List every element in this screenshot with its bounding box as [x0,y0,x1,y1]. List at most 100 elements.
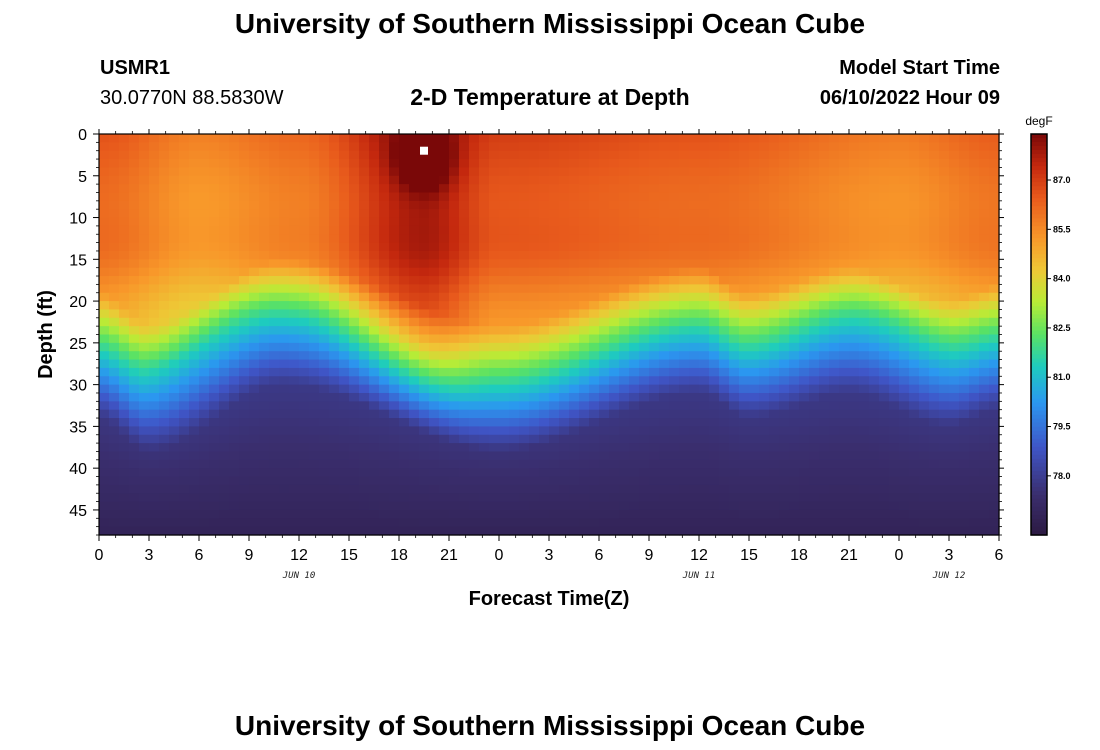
heatmap-cell [229,217,240,227]
heatmap-cell [219,159,230,169]
heatmap-cell [539,301,550,311]
heatmap-cell [839,192,850,202]
colorbar-segment [1031,222,1047,227]
heatmap-cell [279,384,290,394]
heatmap-cell [939,434,950,444]
heatmap-cell [299,284,310,294]
heatmap-cell [829,476,840,486]
heatmap-cell [399,451,410,461]
heatmap-cell [149,167,160,177]
heatmap-cell [619,250,630,260]
colorbar-segment [1031,258,1047,263]
heatmap-cell [719,217,730,227]
heatmap-cell [129,309,140,319]
heatmap-cell [669,200,680,210]
heatmap-cell [219,200,230,210]
heatmap-cell [389,518,400,528]
heatmap-cell [669,443,680,453]
heatmap-cell [719,409,730,419]
heatmap-cell [479,175,490,185]
heatmap-cell [419,493,430,503]
heatmap-cell [849,359,860,369]
heatmap-cell [359,351,370,361]
heatmap-cell [249,443,260,453]
colorbar-segment [1031,474,1047,480]
heatmap-cell [409,259,420,269]
heatmap-cell [119,509,130,519]
heatmap-cell [279,409,290,419]
heatmap-cell [239,443,250,453]
heatmap-cell [379,342,390,352]
heatmap-cell [819,476,830,486]
heatmap-cell [869,367,880,377]
heatmap-cell [169,150,180,160]
heatmap-cell [929,301,940,311]
heatmap-cell [679,292,690,302]
heatmap-cell [219,134,230,143]
heatmap-cell [989,250,1000,260]
heatmap-cell [179,509,190,519]
heatmap-cell [769,242,780,252]
heatmap-cell [129,259,140,269]
heatmap-cell [929,209,940,219]
heatmap-cell [149,367,160,377]
heatmap-cell [819,242,830,252]
heatmap-cell [129,359,140,369]
heatmap-cell [359,526,370,536]
heatmap-cell [549,276,560,285]
heatmap-cell [349,526,360,536]
heatmap-cell [519,184,530,194]
heatmap-cell [159,167,170,177]
heatmap-cell [809,150,820,160]
heatmap-cell [819,484,830,494]
heatmap-cell [269,234,280,244]
heatmap-cell [289,317,300,327]
heatmap-cell [779,409,790,419]
heatmap-cell [739,309,750,319]
heatmap-cell [809,209,820,219]
heatmap-cell [659,209,670,219]
heatmap-cell [989,392,1000,402]
heatmap-cell [589,376,600,386]
heatmap-cell [709,526,720,536]
heatmap-cell [429,234,440,244]
heatmap-cell [379,426,390,436]
heatmap-cell [399,159,410,169]
heatmap-cell [829,242,840,252]
heatmap-cell [529,150,540,160]
heatmap-cell [319,301,330,311]
heatmap-cell [879,184,890,194]
heatmap-cell [609,501,620,511]
heatmap-cell [299,418,310,427]
heatmap-cell [479,526,490,536]
heatmap-cell [269,242,280,252]
heatmap-cell [369,526,380,536]
heatmap-cell [99,418,110,427]
heatmap-cell [559,276,570,285]
heatmap-cell [99,242,110,252]
heatmap-cell [669,493,680,503]
heatmap-cell [259,225,270,235]
heatmap-cell [499,401,510,411]
heatmap-cell [899,418,910,427]
heatmap-cell [479,150,490,160]
heatmap-cell [209,142,220,152]
heatmap-cell [859,501,870,511]
heatmap-cell [709,468,720,478]
heatmap-cell [129,342,140,352]
heatmap-cell [329,209,340,219]
colorbar-segment [1031,498,1047,504]
heatmap-cell [779,301,790,311]
heatmap-cell [479,267,490,277]
heatmap-cell [129,376,140,386]
heatmap-cell [419,476,430,486]
heatmap-cell [129,476,140,486]
heatmap-cell [779,418,790,427]
heatmap-cell [199,484,210,494]
heatmap-cell [909,142,920,152]
heatmap-cell [439,526,450,536]
x-day-label: JUN 11 [682,571,716,581]
heatmap-cell [919,509,930,519]
heatmap-cell [769,426,780,436]
heatmap-cell [849,468,860,478]
